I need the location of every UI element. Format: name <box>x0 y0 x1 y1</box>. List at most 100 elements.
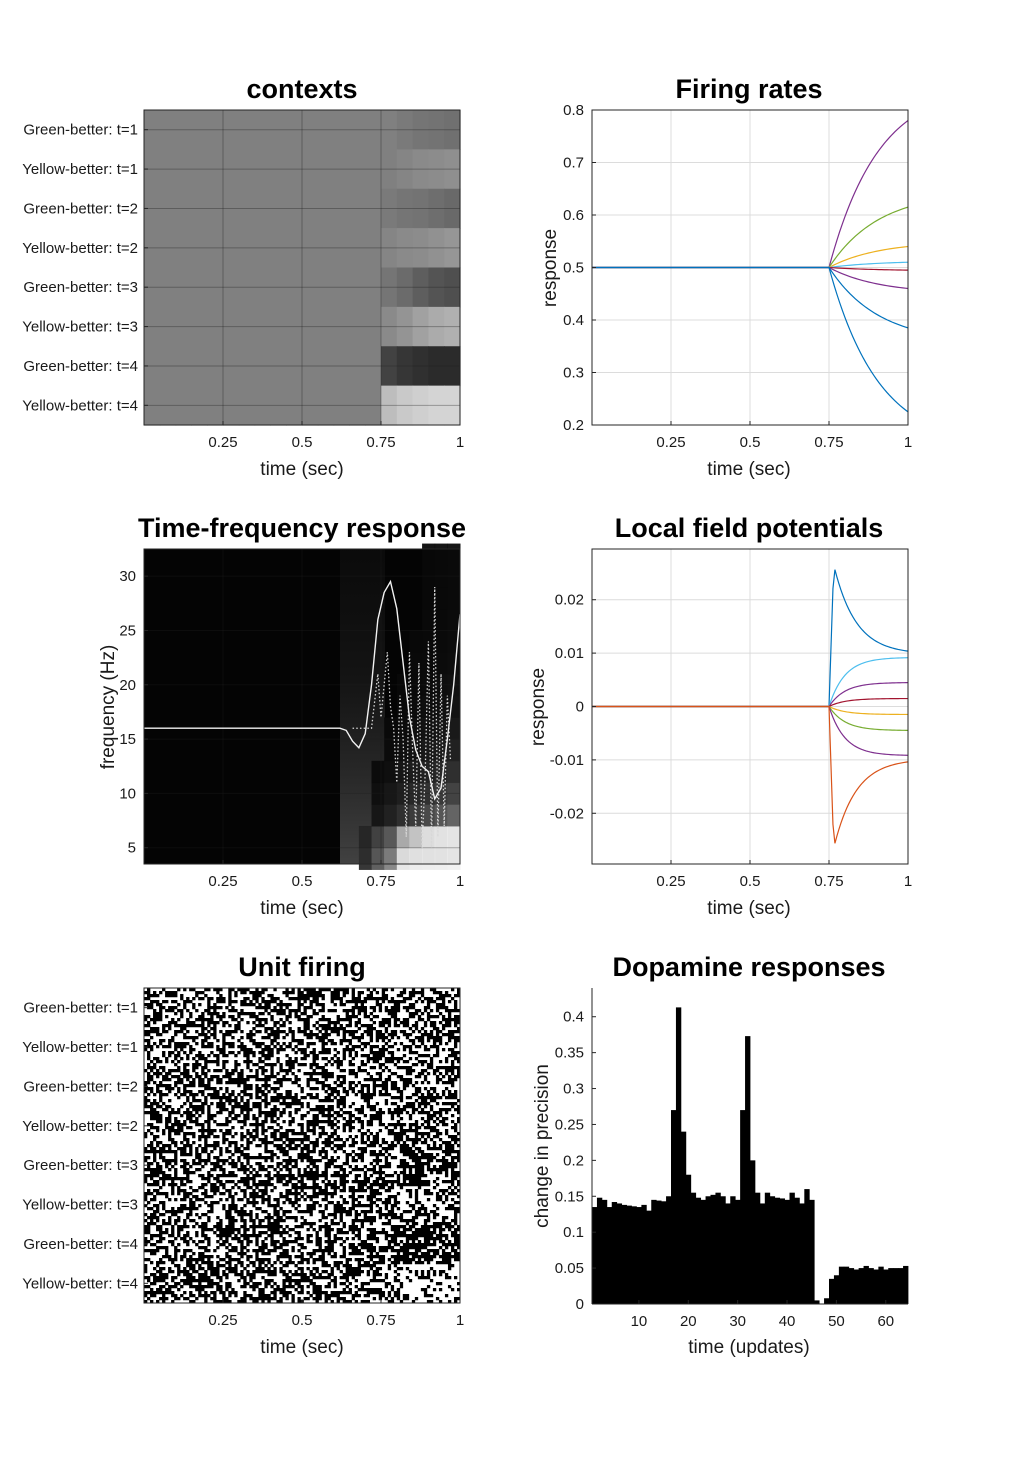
heatmap-cell <box>302 306 319 347</box>
dopamine-bar <box>843 1266 850 1304</box>
x-tick-label: 0.75 <box>366 434 395 451</box>
tf-power-cell <box>434 847 448 870</box>
heatmap-cell <box>286 188 303 229</box>
lfp-ylabel: response <box>528 668 549 746</box>
panel-time-frequency: Time-frequency response 5 10 15 20 25 30 0.25… <box>98 513 466 919</box>
heatmap-cell <box>317 228 335 269</box>
panel-firing-rates: Firing rates 0.20.30.40.50.60.70.8 0.25 0… <box>540 74 912 480</box>
heatmap-cell <box>207 385 224 426</box>
x-tick-label: 0.25 <box>208 1312 237 1329</box>
tf-power-cell <box>447 760 461 784</box>
tf-power-cell <box>447 739 461 762</box>
unit-firing-raster <box>144 988 461 1304</box>
x-tick-label: 0.5 <box>740 434 761 451</box>
y-tick-label: 0.3 <box>563 365 584 382</box>
firing-rates-lines <box>592 120 909 413</box>
heatmap-cell <box>302 385 319 426</box>
heatmap-cell <box>317 110 335 150</box>
heatmap-cell <box>428 110 445 150</box>
lfp-line <box>592 705 909 731</box>
dopamine-bar <box>745 1036 751 1304</box>
y-tick-label: 0.01 <box>555 645 584 662</box>
heatmap-cell <box>144 149 161 190</box>
row-label: Green-better: t=2 <box>23 1078 138 1095</box>
x-tick-label: 0.75 <box>366 873 395 890</box>
tf-power-cell <box>447 847 461 870</box>
tf-power-cell <box>447 804 461 827</box>
heatmap-cell <box>333 267 350 308</box>
heatmap-cell <box>396 149 414 190</box>
dopamine-bar <box>789 1192 795 1304</box>
x-tick-label: 0.25 <box>656 873 685 890</box>
x-tick-label: 0.25 <box>208 434 237 451</box>
heatmap-cell <box>381 110 398 150</box>
dopamine-bars <box>592 1007 909 1304</box>
heatmap-cell <box>159 385 177 426</box>
heatmap-cell <box>223 267 240 308</box>
firing-rate-line <box>592 120 909 269</box>
y-tick-label: -0.01 <box>550 752 584 769</box>
heatmap-cell <box>428 267 445 308</box>
heatmap-cell <box>144 188 161 229</box>
heatmap-cell <box>144 346 161 387</box>
tf-power-cell <box>384 782 398 805</box>
firing-rate-line <box>592 266 909 290</box>
tf-power-cell <box>384 760 398 784</box>
heatmap-cell <box>317 149 335 190</box>
heatmap-cell <box>428 385 445 426</box>
heatmap-cell <box>302 346 319 387</box>
tf-power-cell <box>409 630 423 653</box>
unit-firing-x-ticks: 0.25 0.5 0.75 1 <box>208 1299 464 1329</box>
x-tick-label: 1 <box>456 1312 464 1329</box>
tf-power-cell <box>447 695 461 718</box>
dopamine-y-ticks: 0 0.05 0.1 0.15 0.2 0.25 0.3 0.35 0.4 <box>555 1009 596 1313</box>
heatmap-cell <box>381 267 398 308</box>
heatmap-cell <box>270 267 287 308</box>
y-tick-label: 0.05 <box>555 1260 584 1277</box>
heatmap-cell <box>349 228 366 269</box>
heatmap-cell <box>207 110 224 150</box>
row-label: Yellow-better: t=4 <box>22 397 138 414</box>
tf-power-cell <box>434 652 448 675</box>
y-tick-label: 0.5 <box>563 260 584 277</box>
dopamine-bar <box>888 1268 894 1304</box>
heatmap-cell <box>396 346 414 387</box>
dopamine-bar <box>759 1203 766 1304</box>
dopamine-bar <box>675 1007 682 1304</box>
y-tick-label: -0.02 <box>550 805 584 822</box>
heatmap-cell <box>428 228 445 269</box>
dopamine-bar <box>774 1197 781 1304</box>
row-label: Green-better: t=4 <box>23 1236 138 1253</box>
dopamine-bar <box>685 1174 692 1304</box>
heatmap-cell <box>254 385 271 426</box>
lfp-lines <box>592 569 909 844</box>
tf-power-cell <box>447 825 461 849</box>
tf-power-cell <box>371 782 385 805</box>
lfp-line <box>592 697 908 708</box>
tf-power-cell <box>447 717 461 740</box>
heatmap-cell <box>444 149 461 190</box>
heatmap-cell <box>144 385 161 426</box>
tf-power-cell <box>434 587 448 610</box>
heatmap-cell <box>238 228 256 269</box>
dopamine-bar <box>730 1196 736 1304</box>
heatmap-cell <box>444 346 461 387</box>
dopamine-bar <box>873 1269 879 1304</box>
dopamine-bar <box>666 1196 672 1304</box>
heatmap-cell <box>270 385 287 426</box>
tf-x-ticks: 0.25 0.5 0.75 1 <box>208 860 464 890</box>
dopamine-bar <box>720 1196 726 1304</box>
firing-rate-line <box>592 261 909 269</box>
tf-power-cell <box>422 587 436 610</box>
heatmap-cell <box>349 188 366 229</box>
y-tick-label: 30 <box>119 568 136 585</box>
unit-firing-xlabel: time (sec) <box>260 1337 343 1358</box>
heatmap-cell <box>223 228 240 269</box>
dopamine-bar <box>740 1110 746 1304</box>
y-tick-label: 0.15 <box>555 1188 584 1205</box>
firing-rates-ylabel: response <box>540 229 561 307</box>
lfp-line <box>592 682 909 708</box>
y-tick-label: 0.4 <box>563 1009 584 1026</box>
x-tick-label: 0.5 <box>292 1312 313 1329</box>
tf-power-cell <box>434 673 448 697</box>
